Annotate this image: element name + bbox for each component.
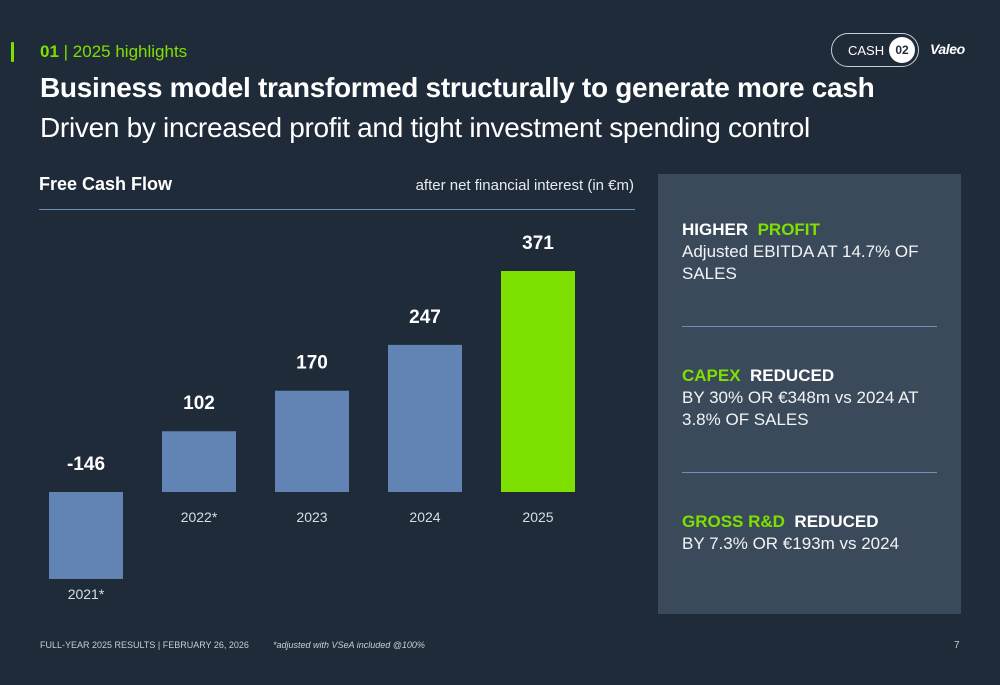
panel-head-suffix: REDUCED xyxy=(794,512,879,531)
value-label: -146 xyxy=(67,454,105,475)
chart-unit-label: after net financial interest (in €m) xyxy=(415,177,634,194)
panel-divider xyxy=(682,472,937,473)
panel-block-rnd: GROSS R&D REDUCED BY 7.3% OR €193m vs 20… xyxy=(682,512,942,555)
panel-head-prefix: HIGHER xyxy=(682,220,749,239)
valeo-logo: Valeo xyxy=(930,41,965,57)
category-label: 2022* xyxy=(181,509,218,525)
page-title: Business model transformed structurally … xyxy=(40,72,875,103)
footer-text: FULL-YEAR 2025 RESULTS | FEBRUARY 26, 20… xyxy=(40,640,249,650)
cash-section-pill[interactable]: CASH 02 xyxy=(831,33,919,67)
free-cash-flow-chart: -146 2021* 102 2022* 170 2023 247 2024 371 2025 xyxy=(49,233,575,602)
panel-body: BY 7.3% OR €193m vs 2024 xyxy=(682,534,900,553)
bar-2021 xyxy=(49,492,123,579)
section-separator: | xyxy=(58,42,73,61)
page-subtitle: Driven by increased profit and tight inv… xyxy=(40,112,810,143)
chart-title: Free Cash Flow xyxy=(39,174,173,194)
chart-title-rule xyxy=(39,209,635,210)
bar-2023 xyxy=(275,390,349,492)
value-label: 247 xyxy=(409,307,441,328)
panel-head-suffix: PROFIT xyxy=(757,220,820,239)
bar-2025 xyxy=(501,271,575,492)
value-label: 170 xyxy=(296,353,328,374)
category-label: 2024 xyxy=(409,509,440,525)
panel-body: Adjusted EBITDA AT 14.7% OF SALES xyxy=(682,242,919,283)
section-name: 2025 highlights xyxy=(72,42,188,61)
section-number: 01 xyxy=(40,42,59,61)
bar-2024 xyxy=(388,344,462,492)
cash-pill-label: CASH xyxy=(848,43,885,58)
panel-head-prefix: CAPEX xyxy=(682,366,741,385)
panel-divider xyxy=(682,326,937,327)
highlights-panel: HIGHER PROFIT Adjusted EBITDA AT 14.7% O… xyxy=(658,174,961,614)
section-label: 01 | 2025 highlights xyxy=(40,42,187,62)
accent-bar xyxy=(11,42,14,62)
panel-head: GROSS R&D REDUCED xyxy=(682,512,942,532)
panel-head: CAPEX REDUCED xyxy=(682,366,942,386)
bar-2022 xyxy=(162,431,236,492)
page-number: 7 xyxy=(954,640,960,651)
category-label: 2025 xyxy=(522,509,553,525)
panel-head-prefix: GROSS R&D xyxy=(682,512,785,531)
cash-pill-number: 02 xyxy=(889,37,915,63)
panel-body: BY 30% OR €348m vs 2024 AT 3.8% OF SALES xyxy=(682,388,919,429)
category-label: 2023 xyxy=(296,509,327,525)
footnote: *adjusted with VSeA included @100% xyxy=(273,640,425,650)
value-label: 102 xyxy=(183,393,215,414)
panel-head-suffix: REDUCED xyxy=(750,366,835,385)
value-label: 371 xyxy=(522,233,554,254)
panel-block-profit: HIGHER PROFIT Adjusted EBITDA AT 14.7% O… xyxy=(682,220,942,285)
panel-block-capex: CAPEX REDUCED BY 30% OR €348m vs 2024 AT… xyxy=(682,366,942,431)
panel-head: HIGHER PROFIT xyxy=(682,220,942,240)
category-label: 2021* xyxy=(68,586,105,602)
